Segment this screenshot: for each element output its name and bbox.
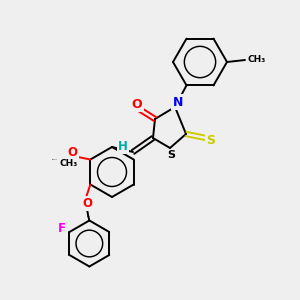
Text: S: S [167, 150, 175, 160]
Text: O: O [132, 98, 142, 110]
Text: O: O [67, 146, 77, 159]
Text: methoxy: methoxy [52, 159, 58, 160]
Text: N: N [173, 95, 183, 109]
Text: H: H [118, 140, 128, 152]
Text: F: F [57, 223, 65, 236]
Text: S: S [206, 134, 215, 146]
Text: CH₃: CH₃ [59, 159, 77, 168]
Text: O: O [82, 197, 92, 210]
Text: CH₃: CH₃ [247, 56, 265, 64]
